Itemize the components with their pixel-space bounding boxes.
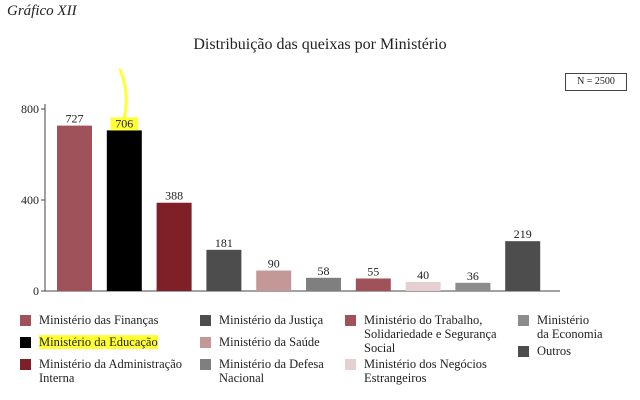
legend-label: Ministério das Finanças <box>39 313 159 327</box>
legend-item: Ministério da Educação <box>20 335 158 349</box>
legend-label-highlighted: Ministério da Educação <box>39 335 158 349</box>
legend-swatch <box>345 315 356 326</box>
legend-swatch <box>200 359 211 370</box>
legend-label: Ministério da Defesa Nacional <box>219 357 324 385</box>
bar <box>306 277 341 291</box>
bar <box>455 282 491 291</box>
legend-swatch <box>20 359 31 370</box>
legend-swatch <box>200 337 211 348</box>
bar <box>405 281 441 291</box>
bar-value-label: 219 <box>514 227 532 241</box>
section-label: Gráfico XII <box>7 3 77 19</box>
legend-swatch <box>518 315 529 326</box>
bar <box>206 249 242 291</box>
legend-item: Ministério da Justiça <box>200 313 323 327</box>
bar <box>355 278 391 291</box>
bar-value-label: 90 <box>268 257 280 271</box>
bar-value-label: 181 <box>215 236 233 250</box>
legend-item: Ministério da Saúde <box>200 335 320 349</box>
bar-value-label: 58 <box>318 264 330 278</box>
value-label-highlight <box>110 117 139 131</box>
sample-size-box: N = 2500 <box>565 73 627 91</box>
bar-value-label: 36 <box>467 269 479 283</box>
y-tick-label: 800 <box>21 102 39 116</box>
legend-item: Ministério da Defesa Nacional <box>200 357 324 385</box>
legend-label: Ministério da Saúde <box>219 335 320 349</box>
bar-value-label: 55 <box>367 264 379 278</box>
bar <box>57 125 92 291</box>
legend-label: Outros <box>537 344 572 358</box>
bar-value-label: 388 <box>165 189 183 203</box>
bar-value-label: 706 <box>115 116 133 130</box>
bar-value-label: 40 <box>417 268 429 282</box>
legend-item: Ministério da Administração Interna <box>20 357 182 385</box>
legend-swatch <box>20 315 31 326</box>
bars <box>57 125 541 291</box>
chart-title: Distribuição das queixas por Ministério <box>193 36 447 53</box>
legend-item: Ministério do Trabalho, Solidariedade e … <box>345 313 497 355</box>
bar <box>256 270 292 291</box>
y-tick-label: 400 <box>21 193 39 207</box>
legend-label: Ministério do Trabalho, Solidariedade e … <box>364 313 497 355</box>
value-labels: 727 706 388 181 90 58 55 40 36 219 <box>66 68 532 283</box>
legend-item: Ministério dos Negócios Estrangeiros <box>345 357 487 385</box>
legend-item: Outros <box>518 344 571 358</box>
legend-item: Ministério da Economia <box>518 313 603 341</box>
y-tick-label: 0 <box>33 284 39 298</box>
legend-swatch <box>200 315 211 326</box>
bar-value-label: 727 <box>66 112 84 126</box>
legend-swatch <box>518 346 529 357</box>
bar-chart: 0 400 800 727 706 388 181 90 58 55 40 36 219 <box>21 68 560 298</box>
bar <box>106 130 142 291</box>
y-axis: 0 400 800 <box>21 102 560 298</box>
legend-label: Ministério da Economia <box>537 313 603 341</box>
legend-swatch <box>20 337 31 348</box>
legend-label: Ministério da Justiça <box>219 313 324 327</box>
legend-item: Ministério das Finanças <box>20 313 158 327</box>
highlighter-stroke <box>118 68 128 119</box>
legend-label: Ministério da Administração Interna <box>39 357 183 385</box>
legend-label: Ministério dos Negócios Estrangeiros <box>364 357 487 385</box>
bar <box>505 241 541 291</box>
bar <box>156 202 192 291</box>
legend-swatch <box>345 359 356 370</box>
